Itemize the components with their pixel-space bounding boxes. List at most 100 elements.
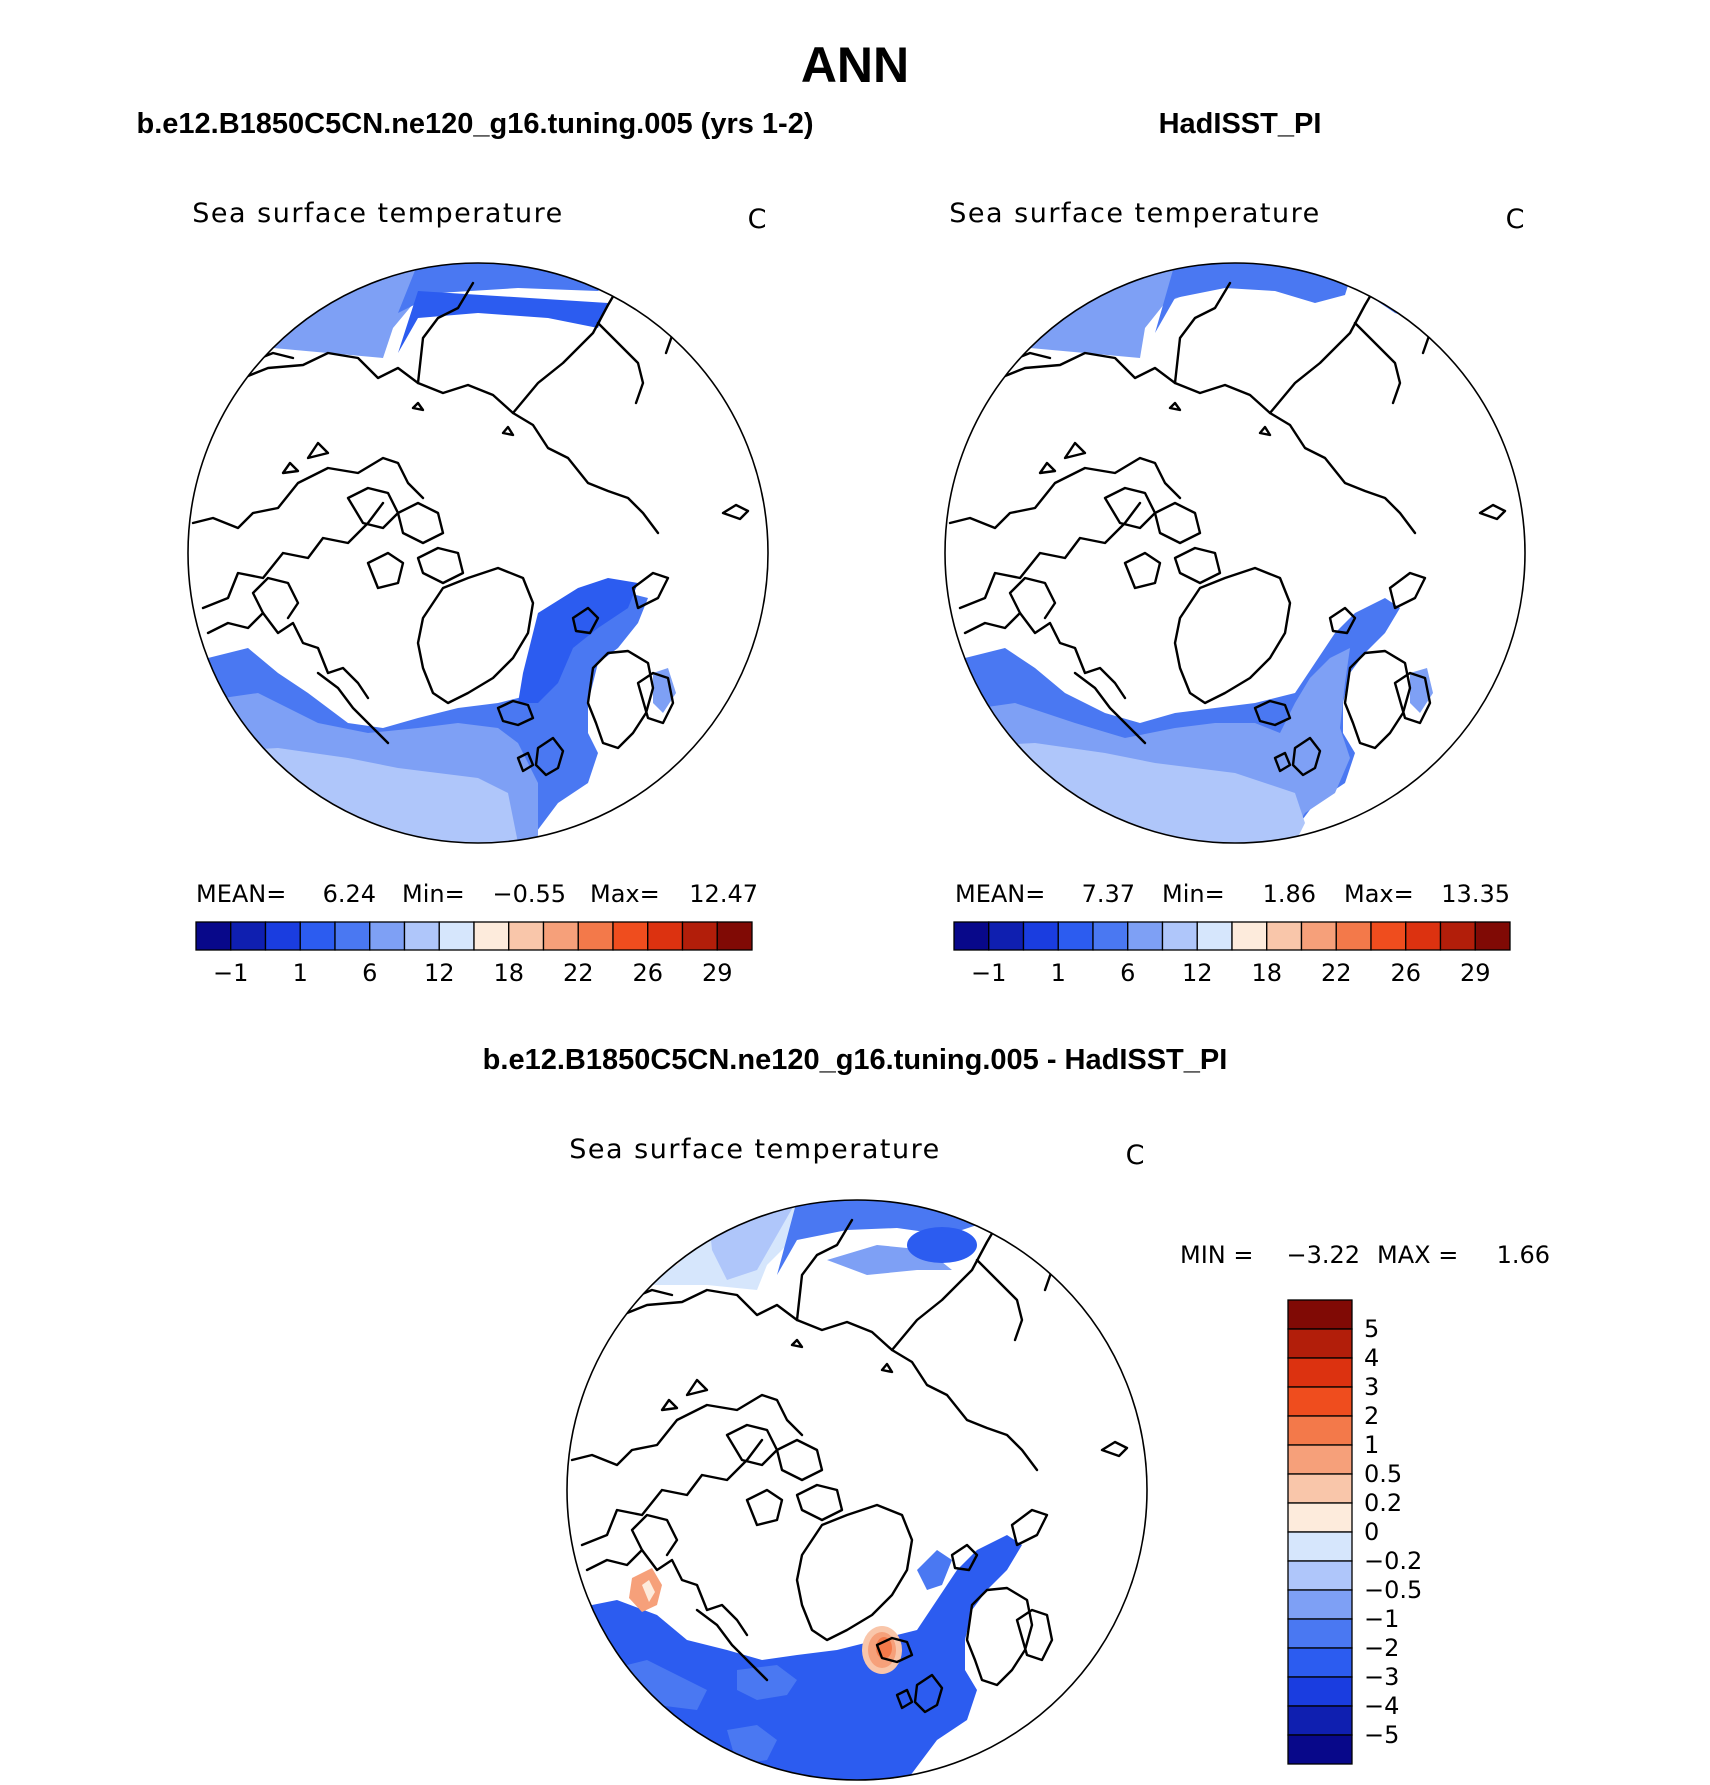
model-units: C xyxy=(748,204,767,235)
obs-colorbar-swatch xyxy=(1405,921,1442,951)
obs-colorbar-label: 29 xyxy=(1460,959,1491,987)
diff-colorbar-label: 0 xyxy=(1364,1518,1379,1546)
diff-colorbar-swatch xyxy=(1287,1705,1353,1736)
model-colorbar-label: 1 xyxy=(293,959,308,987)
diff-fill-norwegian-sea xyxy=(917,1550,952,1590)
obs-sst-fill-bering xyxy=(1155,263,1355,333)
model-colorbar-swatch xyxy=(195,921,232,951)
model-colorbar-label: 29 xyxy=(702,959,733,987)
obs-colorbar-label: 12 xyxy=(1182,959,1213,987)
model-colorbar-swatch xyxy=(230,921,267,951)
diff-colorbar-label: −2 xyxy=(1364,1634,1399,1662)
diff-colorbar-swatch xyxy=(1287,1415,1353,1446)
figure-title: ANN xyxy=(801,37,909,93)
obs-sst-fill-baltic xyxy=(1410,668,1433,713)
diff-fill-cold-anomaly-north xyxy=(907,1227,977,1263)
model-polar-map xyxy=(187,262,769,844)
obs-mean-value: 7.37 xyxy=(1082,880,1135,908)
model-colorbar-swatch xyxy=(403,921,440,951)
model-colorbar-swatch xyxy=(681,921,718,951)
obs-colorbar-label: 26 xyxy=(1390,959,1421,987)
diff-colorbar-swatch xyxy=(1287,1589,1353,1620)
model-stats: MEAN= 6.24 Min= −0.55 Max= 12.47 xyxy=(196,880,758,908)
diff-colorbar-swatch xyxy=(1287,1444,1353,1475)
diff-min-value: −3.22 xyxy=(1286,1241,1360,1269)
diff-colorbar-label: −4 xyxy=(1364,1692,1399,1720)
obs-colorbar-label: 22 xyxy=(1321,959,1352,987)
model-min-label: Min= xyxy=(402,880,465,908)
obs-units: C xyxy=(1506,204,1525,235)
model-colorbar-swatch xyxy=(577,921,614,951)
diff-colorbar-swatch xyxy=(1287,1386,1353,1417)
model-panel-header: b.e12.B1850C5CN.ne120_g16.tuning.005 (yr… xyxy=(137,108,814,140)
diff-max-value: 1.66 xyxy=(1497,1241,1550,1269)
model-colorbar-swatch xyxy=(264,921,301,951)
diff-map-boundary xyxy=(566,1199,1148,1781)
obs-colorbar-swatch xyxy=(1057,921,1094,951)
obs-colorbar-label: 6 xyxy=(1120,959,1135,987)
diff-colorbar-swatch xyxy=(1287,1618,1353,1649)
model-colorbar-swatch xyxy=(438,921,475,951)
model-colorbar-swatch xyxy=(612,921,649,951)
model-min-value: −0.55 xyxy=(492,880,566,908)
model-variable-name: Sea surface temperature xyxy=(192,198,563,229)
obs-colorbar-swatch xyxy=(1231,921,1268,951)
obs-colorbar: −1 1 6 12 18 22 26 29 xyxy=(953,921,1511,987)
diff-colorbar-label: 0.2 xyxy=(1364,1489,1402,1517)
diff-colorbar-label: 4 xyxy=(1364,1344,1379,1372)
model-sst-fill-baltic xyxy=(653,668,676,713)
diff-colorbar-label: 5 xyxy=(1364,1315,1379,1343)
obs-panel: HadISST_PI Sea surface temperature C MEA… xyxy=(944,108,1526,987)
diff-min-label: MIN = xyxy=(1180,1241,1253,1269)
obs-colorbar-label: −1 xyxy=(971,959,1006,987)
obs-panel-header: HadISST_PI xyxy=(1159,108,1322,140)
model-colorbar-swatch xyxy=(369,921,406,951)
model-mean-label: MEAN= xyxy=(196,880,286,908)
model-sst-fill-bering xyxy=(398,291,608,353)
diff-colorbar-swatch xyxy=(1287,1676,1353,1707)
diff-colorbar-label: 1 xyxy=(1364,1431,1379,1459)
obs-min-value: 1.86 xyxy=(1263,880,1316,908)
diff-colorbar-label: 2 xyxy=(1364,1402,1379,1430)
obs-min-label: Min= xyxy=(1162,880,1225,908)
obs-colorbar-swatch xyxy=(1335,921,1372,951)
diff-colorbar-swatch xyxy=(1287,1328,1353,1359)
obs-colorbar-swatch xyxy=(1370,921,1407,951)
model-colorbar-label: 22 xyxy=(563,959,594,987)
diff-colorbar-swatch xyxy=(1287,1299,1353,1330)
obs-colorbar-swatch xyxy=(1127,921,1164,951)
obs-stats: MEAN= 7.37 Min= 1.86 Max= 13.35 xyxy=(955,880,1510,908)
model-colorbar-label: −1 xyxy=(213,959,248,987)
obs-variable-name: Sea surface temperature xyxy=(949,198,1320,229)
obs-colorbar-swatch xyxy=(953,921,990,951)
diff-polar-map xyxy=(566,1199,1148,1781)
diff-colorbar-swatch xyxy=(1287,1647,1353,1678)
diff-colorbar-swatch xyxy=(1287,1734,1353,1765)
model-colorbar-label: 12 xyxy=(424,959,455,987)
obs-colorbar-swatch xyxy=(988,921,1025,951)
diff-fill-warm-anomaly-west-core xyxy=(642,1580,655,1602)
obs-colorbar-swatch xyxy=(1439,921,1476,951)
model-max-label: Max= xyxy=(590,880,660,908)
diff-units: C xyxy=(1126,1140,1145,1171)
model-colorbar-label: 6 xyxy=(362,959,377,987)
obs-map-boundary xyxy=(944,262,1526,844)
model-mean-value: 6.24 xyxy=(323,880,376,908)
diff-fill-irminger-sea xyxy=(737,1665,797,1700)
model-colorbar-swatch xyxy=(508,921,545,951)
model-colorbar-label: 18 xyxy=(493,959,524,987)
obs-colorbar-label: 1 xyxy=(1051,959,1066,987)
obs-colorbar-swatch xyxy=(1474,921,1511,951)
model-colorbar-swatch xyxy=(647,921,684,951)
diff-colorbar-label: −0.5 xyxy=(1364,1576,1422,1604)
diff-colorbar-label: 0.5 xyxy=(1364,1460,1402,1488)
model-colorbar: −1 1 6 12 18 22 26 29 xyxy=(195,921,753,987)
obs-polar-map xyxy=(944,262,1526,844)
model-colorbar-swatch xyxy=(542,921,579,951)
diff-panel: b.e12.B1850C5CN.ne120_g16.tuning.005 - H… xyxy=(483,1044,1550,1781)
diff-colorbar-label: −3 xyxy=(1364,1663,1399,1691)
model-max-value: 12.47 xyxy=(689,880,758,908)
obs-colorbar-swatch xyxy=(1092,921,1129,951)
